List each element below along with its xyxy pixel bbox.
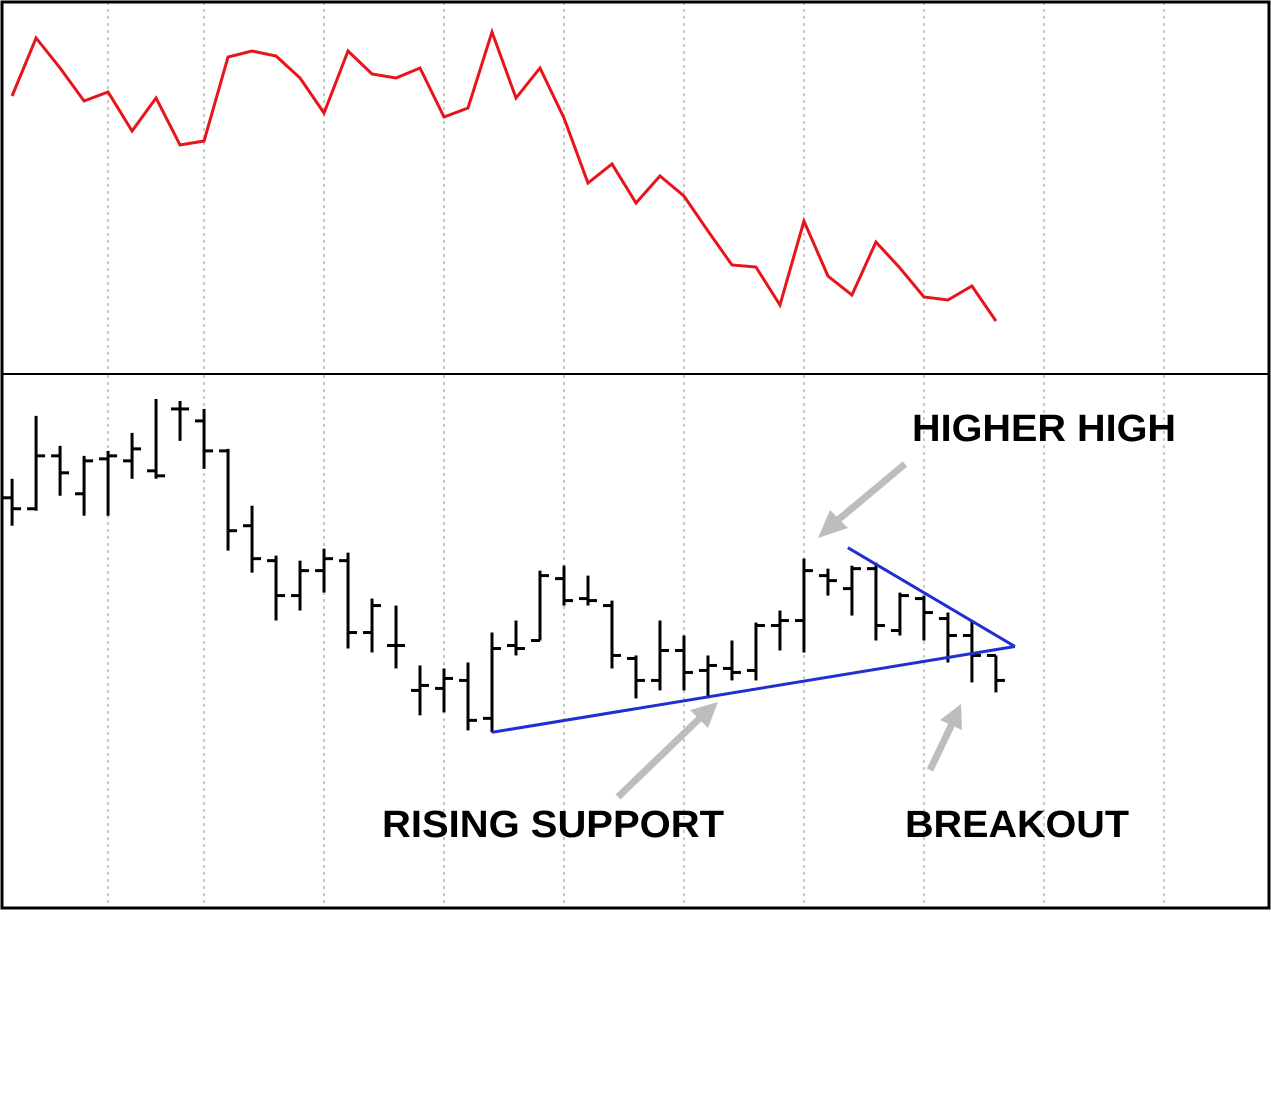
arrow <box>615 715 703 800</box>
arrow <box>835 461 908 523</box>
plot-area <box>3 2 1165 908</box>
arrow-head <box>690 702 718 728</box>
trend-line <box>491 645 1016 734</box>
frame <box>0 0 1271 910</box>
line-series <box>10 27 998 322</box>
arrow <box>926 722 956 772</box>
annotation: HIGHER HIGH <box>912 408 1176 450</box>
arrow-head <box>940 704 962 730</box>
trend-line <box>847 546 1016 648</box>
arrow-head <box>818 510 848 538</box>
annotation: BREAKOUT <box>905 804 1129 846</box>
annotation: RISING SUPPORT <box>382 804 724 846</box>
